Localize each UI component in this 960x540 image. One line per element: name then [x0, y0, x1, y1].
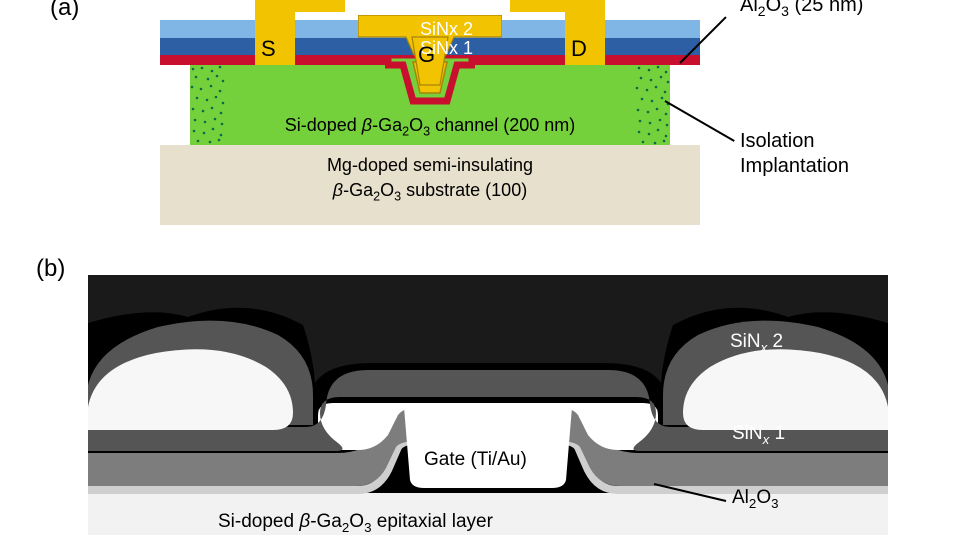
isolation-callout-2: Implantation	[740, 155, 849, 178]
substrate-text-2: β-Ga2O3 substrate (100)	[160, 180, 700, 204]
drain-label: D	[571, 36, 587, 61]
panel-b-label: (b)	[36, 255, 65, 283]
sinx2-label: SiNx 2	[420, 19, 620, 40]
panel-a-label: (a)	[50, 0, 79, 22]
al2o3-callout: Al2O3 (25 nm)	[740, 0, 863, 19]
schematic-a: SiNx 2 SiNx 1 S D G Si-doped β-Ga2O3 cha…	[160, 0, 700, 225]
substrate-text-1: Mg-doped semi-insulating	[160, 155, 700, 176]
isolation-callout-1: Isolation	[740, 130, 815, 153]
channel-text: Si-doped β-Ga2O3 channel (200 nm)	[190, 115, 670, 139]
sem-b: SiNx 2 SiNx 1 Al2O3 Gate (Ti/Au) Si-dope…	[88, 275, 888, 535]
sinx1-label: SiNx 1	[420, 38, 620, 59]
gate-label: G	[418, 42, 435, 67]
source-label: S	[261, 36, 276, 61]
